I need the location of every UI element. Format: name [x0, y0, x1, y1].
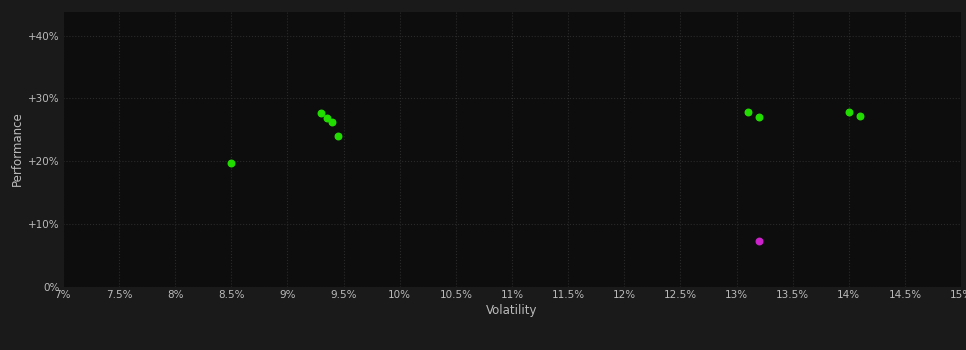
Y-axis label: Performance: Performance	[12, 111, 24, 186]
Point	[752, 114, 767, 120]
Point	[740, 110, 755, 115]
Point	[852, 113, 867, 119]
Point	[313, 110, 328, 116]
Point	[319, 115, 334, 121]
Point	[330, 133, 346, 139]
Point	[841, 109, 857, 114]
X-axis label: Volatility: Volatility	[486, 304, 538, 317]
Point	[223, 160, 239, 166]
Point	[325, 120, 340, 125]
Point	[752, 238, 767, 244]
